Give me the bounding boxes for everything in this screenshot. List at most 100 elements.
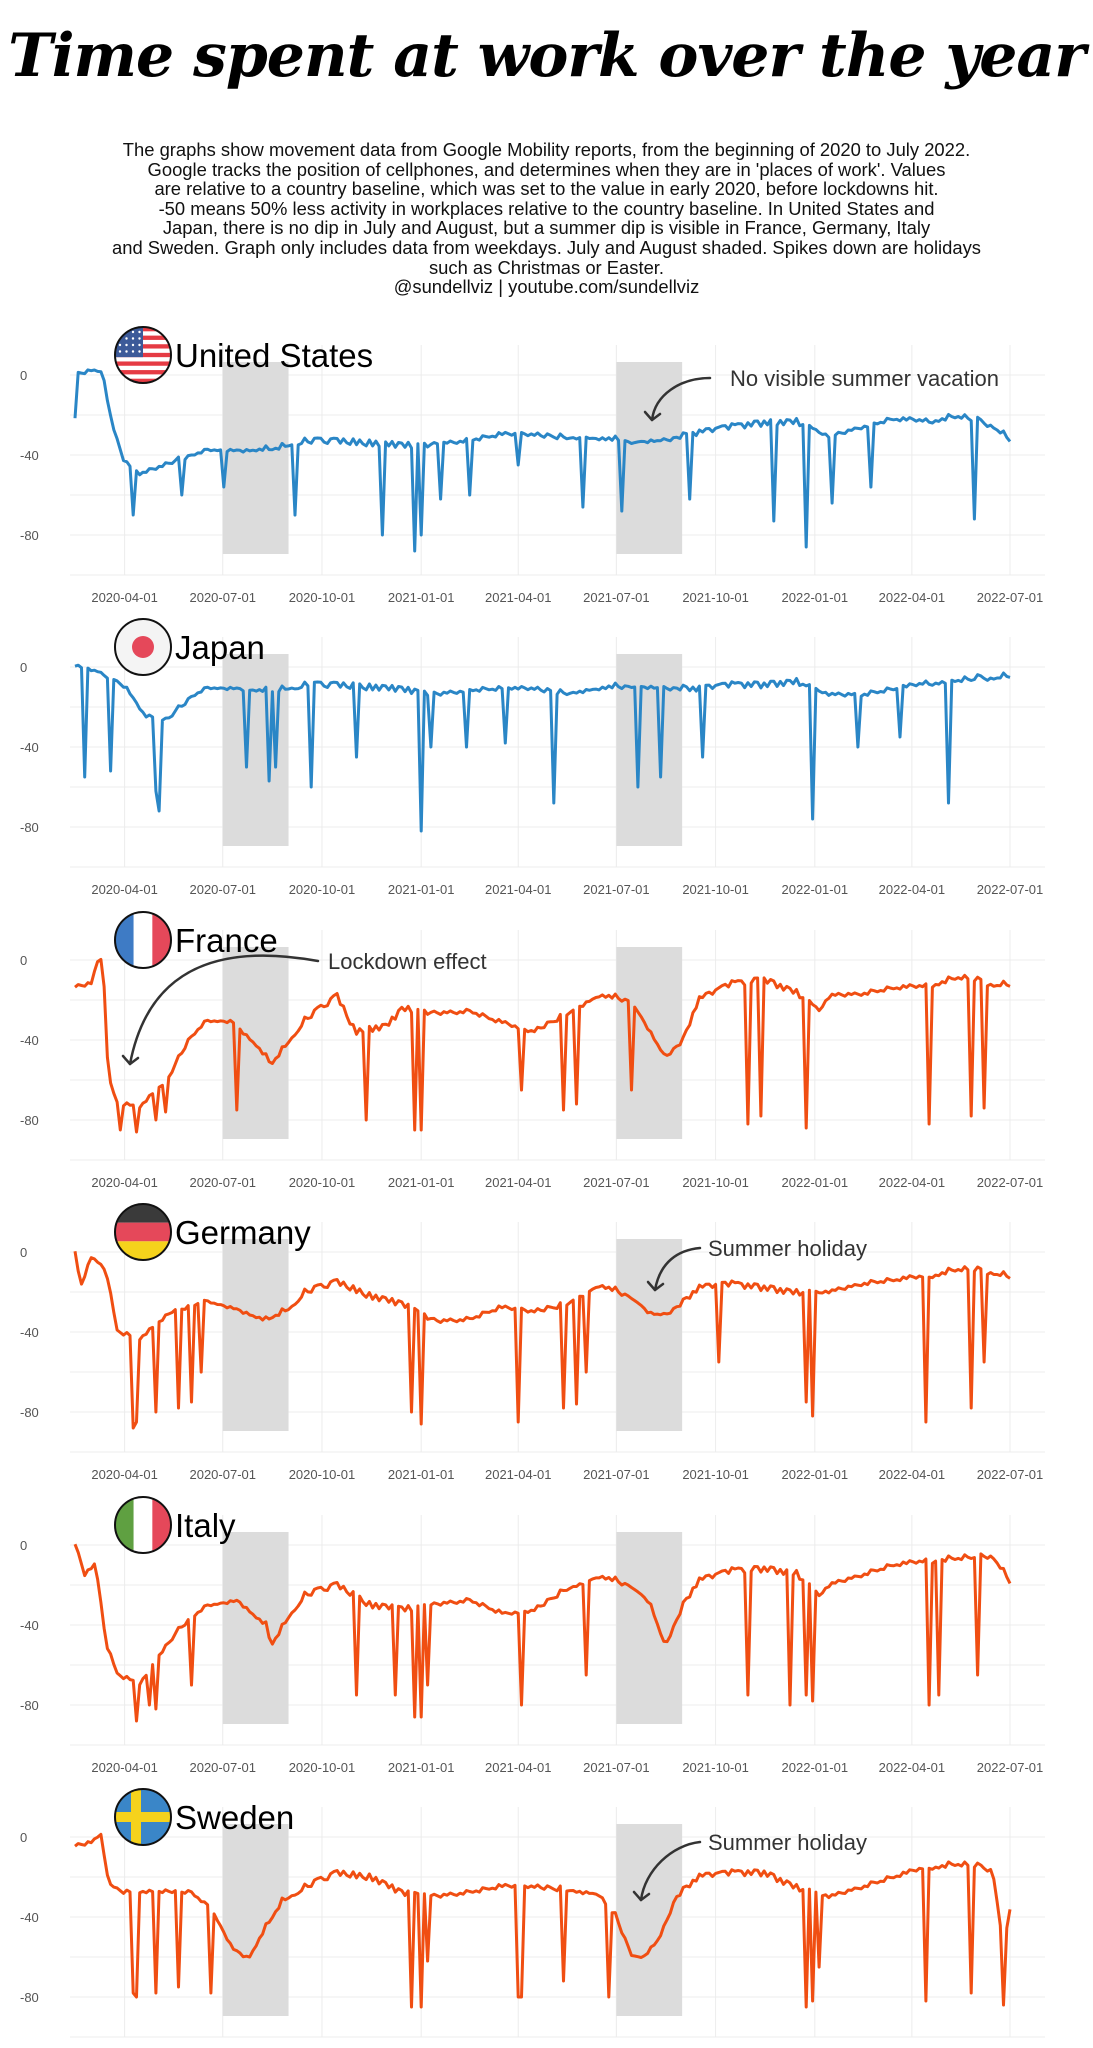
x-tick-label: 2022-07-01 xyxy=(977,1467,1044,1482)
x-tick-label: 2022-04-01 xyxy=(879,1467,946,1482)
series-line xyxy=(73,1543,1012,1723)
y-tick-label: -40 xyxy=(20,1325,39,1340)
y-tick-label: -80 xyxy=(20,1698,39,1713)
summer-shade xyxy=(616,1239,683,1431)
chart-germany: 0 -40 -80 2020-04-01 2020-07-01 2020-10-01 202… xyxy=(20,1203,1045,1482)
y-tick-label: -80 xyxy=(20,1990,39,2005)
chart-italy: 0 -40 -80 2020-04-01 2020-07-01 2020-10-01 202… xyxy=(20,1496,1045,1775)
x-tick-label: 2021-01-01 xyxy=(388,590,455,605)
arrow-head xyxy=(643,410,662,422)
x-tick-label: 2020-04-01 xyxy=(91,1175,158,1190)
x-tick-label: 2022-07-01 xyxy=(977,882,1044,897)
description-line: The graphs show movement data from Googl… xyxy=(122,139,971,160)
summer-shade xyxy=(616,947,683,1139)
x-tick-label: 2020-04-01 xyxy=(91,590,158,605)
x-tick-label: 2022-04-01 xyxy=(879,1760,946,1775)
annotation-text: Lockdown effect xyxy=(328,949,487,974)
y-tick-label: -80 xyxy=(20,1405,39,1420)
chart-united-states: 0 -40 -80 2020-04-01 2020-07-01 2020-10-01 202… xyxy=(20,326,1045,605)
y-tick-label: -40 xyxy=(20,1618,39,1633)
italy-flag-icon xyxy=(114,1496,172,1554)
y-tick-label: 0 xyxy=(20,1830,27,1845)
arrow-head xyxy=(121,1054,140,1066)
chart-france: 0 -40 -80 2020-04-01 2020-07-01 2020-10-01 202… xyxy=(20,911,1045,1190)
description-line: -50 means 50% less activity in workplace… xyxy=(158,197,935,219)
description-line: and Sweden. Graph only includes data fro… xyxy=(112,236,981,258)
series-line xyxy=(73,1250,1011,1430)
france-flag-icon xyxy=(114,911,172,969)
description-line: are relative to a country baseline, whic… xyxy=(154,178,939,200)
y-tick-label: -40 xyxy=(20,1033,39,1048)
x-tick-label: 2022-01-01 xyxy=(782,1467,849,1482)
x-tick-label: 2021-01-01 xyxy=(388,1760,455,1775)
x-tick-label: 2022-07-01 xyxy=(977,1760,1044,1775)
annotation-text: Summer holiday xyxy=(708,1236,867,1261)
annotation-arrow xyxy=(650,376,712,422)
description: The graphs show movement data from Googl… xyxy=(40,140,1053,297)
description-line: @sundellviz | youtube.com/sundellviz xyxy=(393,276,700,298)
x-tick-label: 2021-01-01 xyxy=(388,1467,455,1482)
x-tick-label: 2021-10-01 xyxy=(682,882,749,897)
summer-shade xyxy=(222,1239,289,1431)
page-title: Time spent at work over the year xyxy=(8,21,1086,91)
arrow-head xyxy=(646,1280,665,1292)
y-tick-label: -80 xyxy=(20,528,39,543)
arrow-head xyxy=(632,1890,651,1902)
us-flag-icon xyxy=(114,326,172,384)
annotation-arrow xyxy=(653,1246,702,1292)
x-tick-label: 2021-04-01 xyxy=(485,882,552,897)
x-tick-label: 2022-04-01 xyxy=(879,1175,946,1190)
x-tick-label: 2021-04-01 xyxy=(485,1175,552,1190)
summer-shade xyxy=(616,654,683,846)
annotation-text: No visible summer vacation xyxy=(730,366,999,391)
description-line: Google tracks the position of cellphones… xyxy=(147,158,946,180)
country-label: Italy xyxy=(175,1507,236,1544)
country-label: France xyxy=(175,922,278,959)
x-tick-label: 2021-07-01 xyxy=(583,1760,650,1775)
x-tick-label: 2020-04-01 xyxy=(91,882,158,897)
y-tick-label: 0 xyxy=(20,953,27,968)
x-tick-label: 2021-04-01 xyxy=(485,590,552,605)
country-label: Japan xyxy=(175,629,265,666)
x-tick-label: 2020-07-01 xyxy=(189,882,256,897)
summer-shade xyxy=(222,654,289,846)
y-tick-label: 0 xyxy=(20,660,27,675)
summer-shade xyxy=(222,1824,289,2016)
x-tick-label: 2021-10-01 xyxy=(682,590,749,605)
x-tick-label: 2022-01-01 xyxy=(782,590,849,605)
annotation-arrow xyxy=(639,1840,702,1902)
series-line xyxy=(74,1832,1012,2009)
x-tick-label: 2020-07-01 xyxy=(189,590,256,605)
y-tick-label: -40 xyxy=(20,740,39,755)
country-label: Germany xyxy=(175,1214,311,1251)
x-tick-label: 2020-10-01 xyxy=(289,1175,356,1190)
series-line xyxy=(73,368,1012,553)
series-line xyxy=(74,957,1011,1134)
annotation-arrow xyxy=(128,954,320,1066)
x-tick-label: 2021-01-01 xyxy=(388,882,455,897)
x-tick-label: 2021-07-01 xyxy=(583,1175,650,1190)
x-tick-label: 2021-04-01 xyxy=(485,1760,552,1775)
country-label: United States xyxy=(175,337,373,374)
x-tick-label: 2020-10-01 xyxy=(289,1760,356,1775)
x-tick-label: 2022-07-01 xyxy=(977,590,1044,605)
sweden-flag-icon xyxy=(114,1788,172,1846)
germany-flag-icon xyxy=(114,1203,172,1261)
summer-shade xyxy=(616,1824,683,2016)
y-tick-label: -40 xyxy=(20,448,39,463)
y-tick-label: 0 xyxy=(20,1245,27,1260)
x-tick-label: 2020-07-01 xyxy=(189,1760,256,1775)
x-tick-label: 2022-07-01 xyxy=(977,1175,1044,1190)
x-tick-label: 2021-01-01 xyxy=(388,1175,455,1190)
y-tick-label: 0 xyxy=(20,368,27,383)
x-tick-label: 2022-01-01 xyxy=(782,1760,849,1775)
y-tick-label: -80 xyxy=(20,1113,39,1128)
x-tick-label: 2021-10-01 xyxy=(682,1467,749,1482)
x-tick-label: 2021-07-01 xyxy=(583,882,650,897)
x-tick-label: 2020-10-01 xyxy=(289,1467,356,1482)
y-tick-label: -80 xyxy=(20,820,39,835)
x-tick-label: 2020-10-01 xyxy=(289,882,356,897)
japan-flag-icon xyxy=(114,618,172,676)
x-tick-label: 2021-10-01 xyxy=(682,1760,749,1775)
